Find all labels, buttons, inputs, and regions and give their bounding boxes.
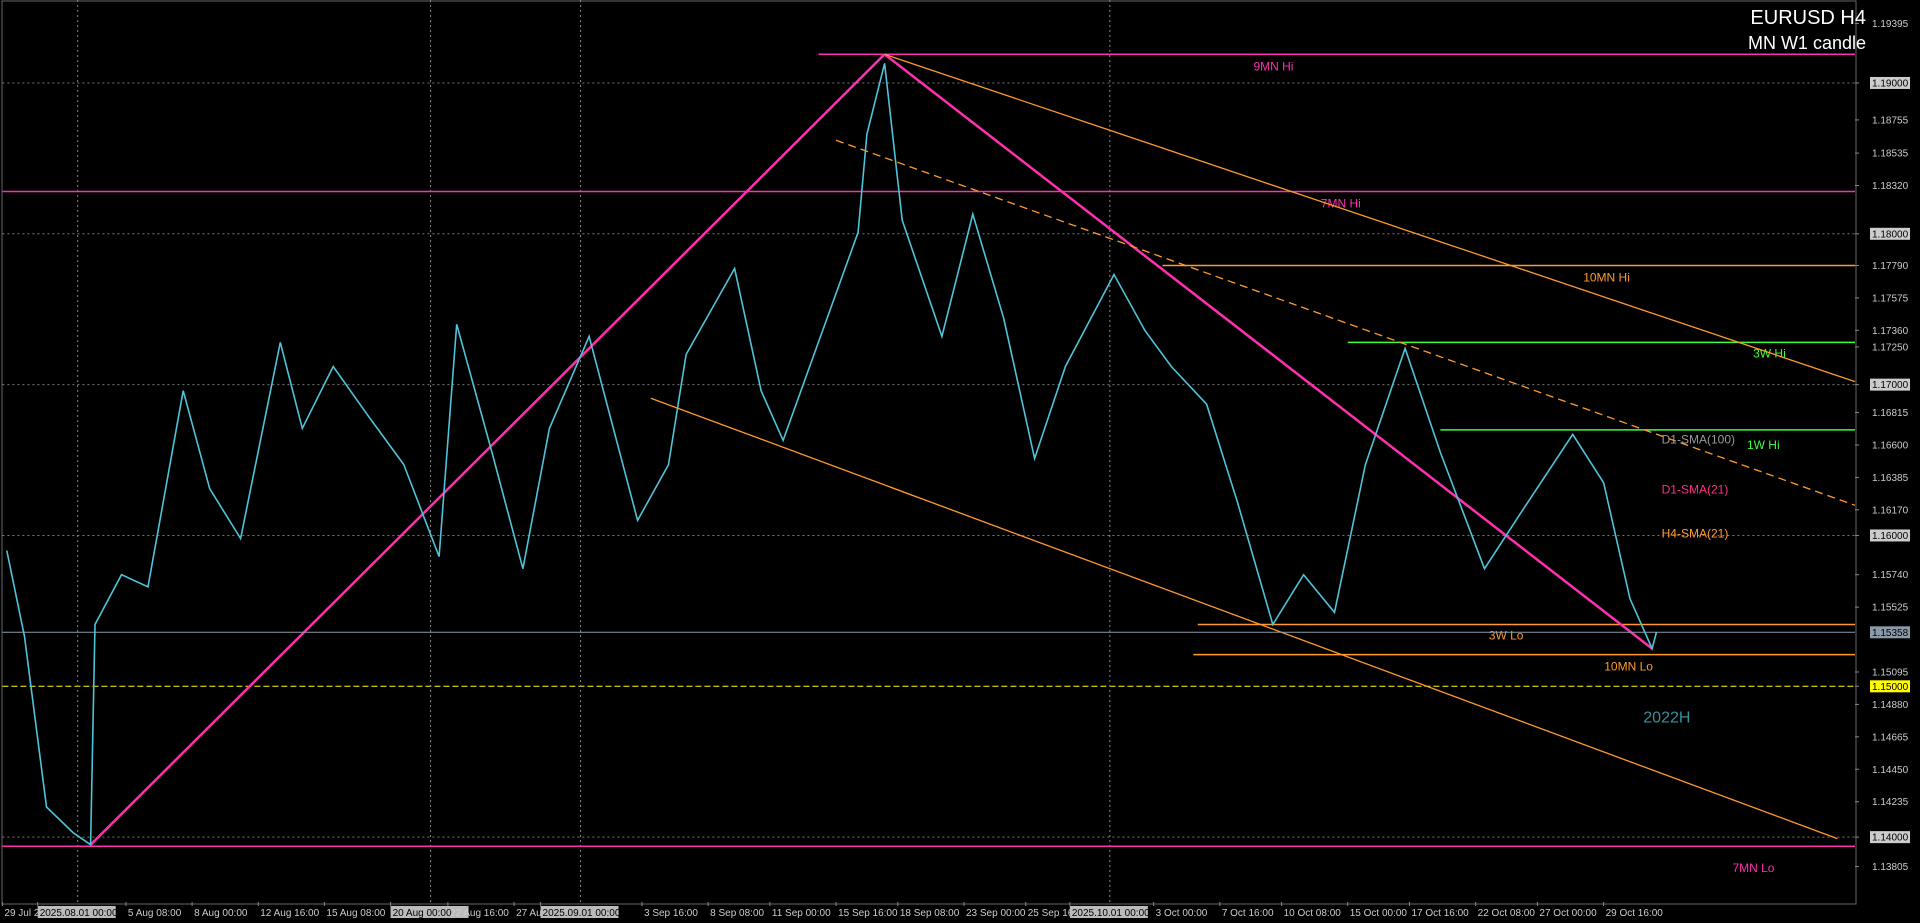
trendline [884, 53, 1856, 383]
y-tick-box [1870, 831, 1910, 844]
y-tick-label: 1.18535 [1872, 149, 1909, 160]
x-tick-label: 22 Oct 08:00 [1478, 908, 1536, 919]
y-tick-label: 1.15000 [1872, 682, 1909, 693]
x-tick-label: 10 Oct 08:00 [1284, 908, 1342, 919]
y-tick-box [1870, 76, 1910, 89]
y-tick-label: 1.14450 [1872, 765, 1909, 776]
y-tick-label: 1.17360 [1872, 326, 1909, 337]
y-tick-label: 1.16170 [1872, 505, 1909, 516]
x-tick-label: 15 Sep 16:00 [838, 908, 898, 919]
price-line [6, 63, 1658, 847]
y-tick-label: 1.16600 [1872, 440, 1909, 451]
x-tick-label: 5 Aug 08:00 [128, 908, 182, 919]
x-tick-label: 8 Sep 08:00 [710, 908, 764, 919]
trendline [835, 139, 1856, 506]
chart-title: EURUSD H4 [1750, 7, 1866, 29]
y-tick-label: 1.19000 [1872, 78, 1909, 89]
chart-subtitle: MN W1 candle [1748, 33, 1866, 53]
y-tick-label: 1.15095 [1872, 667, 1909, 678]
annotation: H4-SMA(21) [1662, 527, 1729, 541]
x-tick-label: 2025.10.01 00:00 [1072, 908, 1150, 919]
y-tick-label: 1.14000 [1872, 833, 1909, 844]
level-label: 10MN Hi [1583, 270, 1630, 284]
x-tick-label: 27 Au [516, 908, 542, 919]
x-tick-label: 17 Oct 16:00 [1411, 908, 1469, 919]
y-tick-box [1870, 378, 1910, 391]
y-tick-label: 1.19395 [1872, 19, 1909, 30]
x-tick-label: 8 Aug 00:00 [194, 908, 248, 919]
x-tick-label: 18 Sep 08:00 [900, 908, 960, 919]
y-tick-label: 1.17250 [1872, 342, 1909, 353]
y-tick-label: 1.14235 [1872, 797, 1909, 808]
y-tick-label: 1.17790 [1872, 261, 1909, 272]
x-tick-label: 12 Aug 16:00 [260, 908, 319, 919]
y-tick-box [1870, 227, 1910, 240]
y-tick-label: 1.15525 [1872, 603, 1909, 614]
x-tick-label: 7 Oct 16:00 [1222, 908, 1274, 919]
trendline [650, 397, 1838, 840]
level-label: 1W Hi [1747, 438, 1780, 452]
y-tick-label: 1.17575 [1872, 293, 1909, 304]
y-tick-label: 1.18000 [1872, 229, 1909, 240]
trendline [883, 53, 1653, 650]
x-tick-label: 15 Oct 00:00 [1350, 908, 1408, 919]
y-tick-label: 1.15740 [1872, 570, 1909, 581]
y-tick-box [1870, 529, 1910, 542]
y-tick-label: 1.17000 [1872, 380, 1909, 391]
annotation: D1-SMA(100) [1662, 432, 1735, 446]
y-tick-label: 1.16000 [1872, 531, 1909, 542]
x-tick-box [390, 906, 469, 918]
level-label: 3W Lo [1489, 628, 1524, 642]
x-tick-label: 22 Aug 16:00 [450, 908, 509, 919]
y-tick-label: 1.16815 [1872, 408, 1909, 419]
x-tick-label: 3 Sep 16:00 [644, 908, 698, 919]
annotation: 2022H [1643, 709, 1690, 726]
x-tick-label: 23 Sep 00:00 [966, 908, 1026, 919]
level-label: 9MN Hi [1253, 59, 1293, 73]
x-tick-label: 3 Oct 00:00 [1156, 908, 1208, 919]
y-tick-label: 1.18755 [1872, 115, 1909, 126]
x-tick-box [540, 906, 619, 918]
bid-box [1870, 626, 1910, 639]
x-tick-box [37, 906, 116, 918]
plot-frame [1, 0, 1857, 905]
x-tick-label: 2025.08.01 00:00 [40, 908, 118, 919]
x-tick-label: 25 Sep 16: [1028, 908, 1076, 919]
level-label: 7MN Lo [1732, 861, 1774, 875]
level-label: 7MN Hi [1321, 197, 1361, 211]
x-tick-label: 27 Oct 00:00 [1539, 908, 1597, 919]
y-tick-label: 1.18320 [1872, 181, 1909, 192]
annotation: D1-SMA(21) [1662, 482, 1729, 496]
trendline [89, 53, 886, 846]
x-tick-label: 29 Jul 2025 [4, 908, 56, 919]
y-tick-label: 1.16385 [1872, 473, 1909, 484]
y-tick-label: 1.14880 [1872, 700, 1909, 711]
x-tick-label: 2025.09.01 00:00 [543, 908, 621, 919]
y-tick-label: 1.13805 [1872, 862, 1909, 873]
x-tick-box [1069, 906, 1148, 918]
x-tick-label: 15 Aug 08:00 [326, 908, 385, 919]
y-tick-label: 1.14665 [1872, 732, 1909, 743]
y-tick-box [1870, 680, 1910, 693]
level-label: 10MN Lo [1604, 660, 1653, 674]
bid-label: 1.15358 [1872, 628, 1909, 639]
x-tick-label: 20 Aug 00:00 [393, 908, 452, 919]
x-tick-label: 11 Sep 00:00 [772, 908, 831, 919]
x-tick-label: 29 Oct 16:00 [1606, 908, 1664, 919]
